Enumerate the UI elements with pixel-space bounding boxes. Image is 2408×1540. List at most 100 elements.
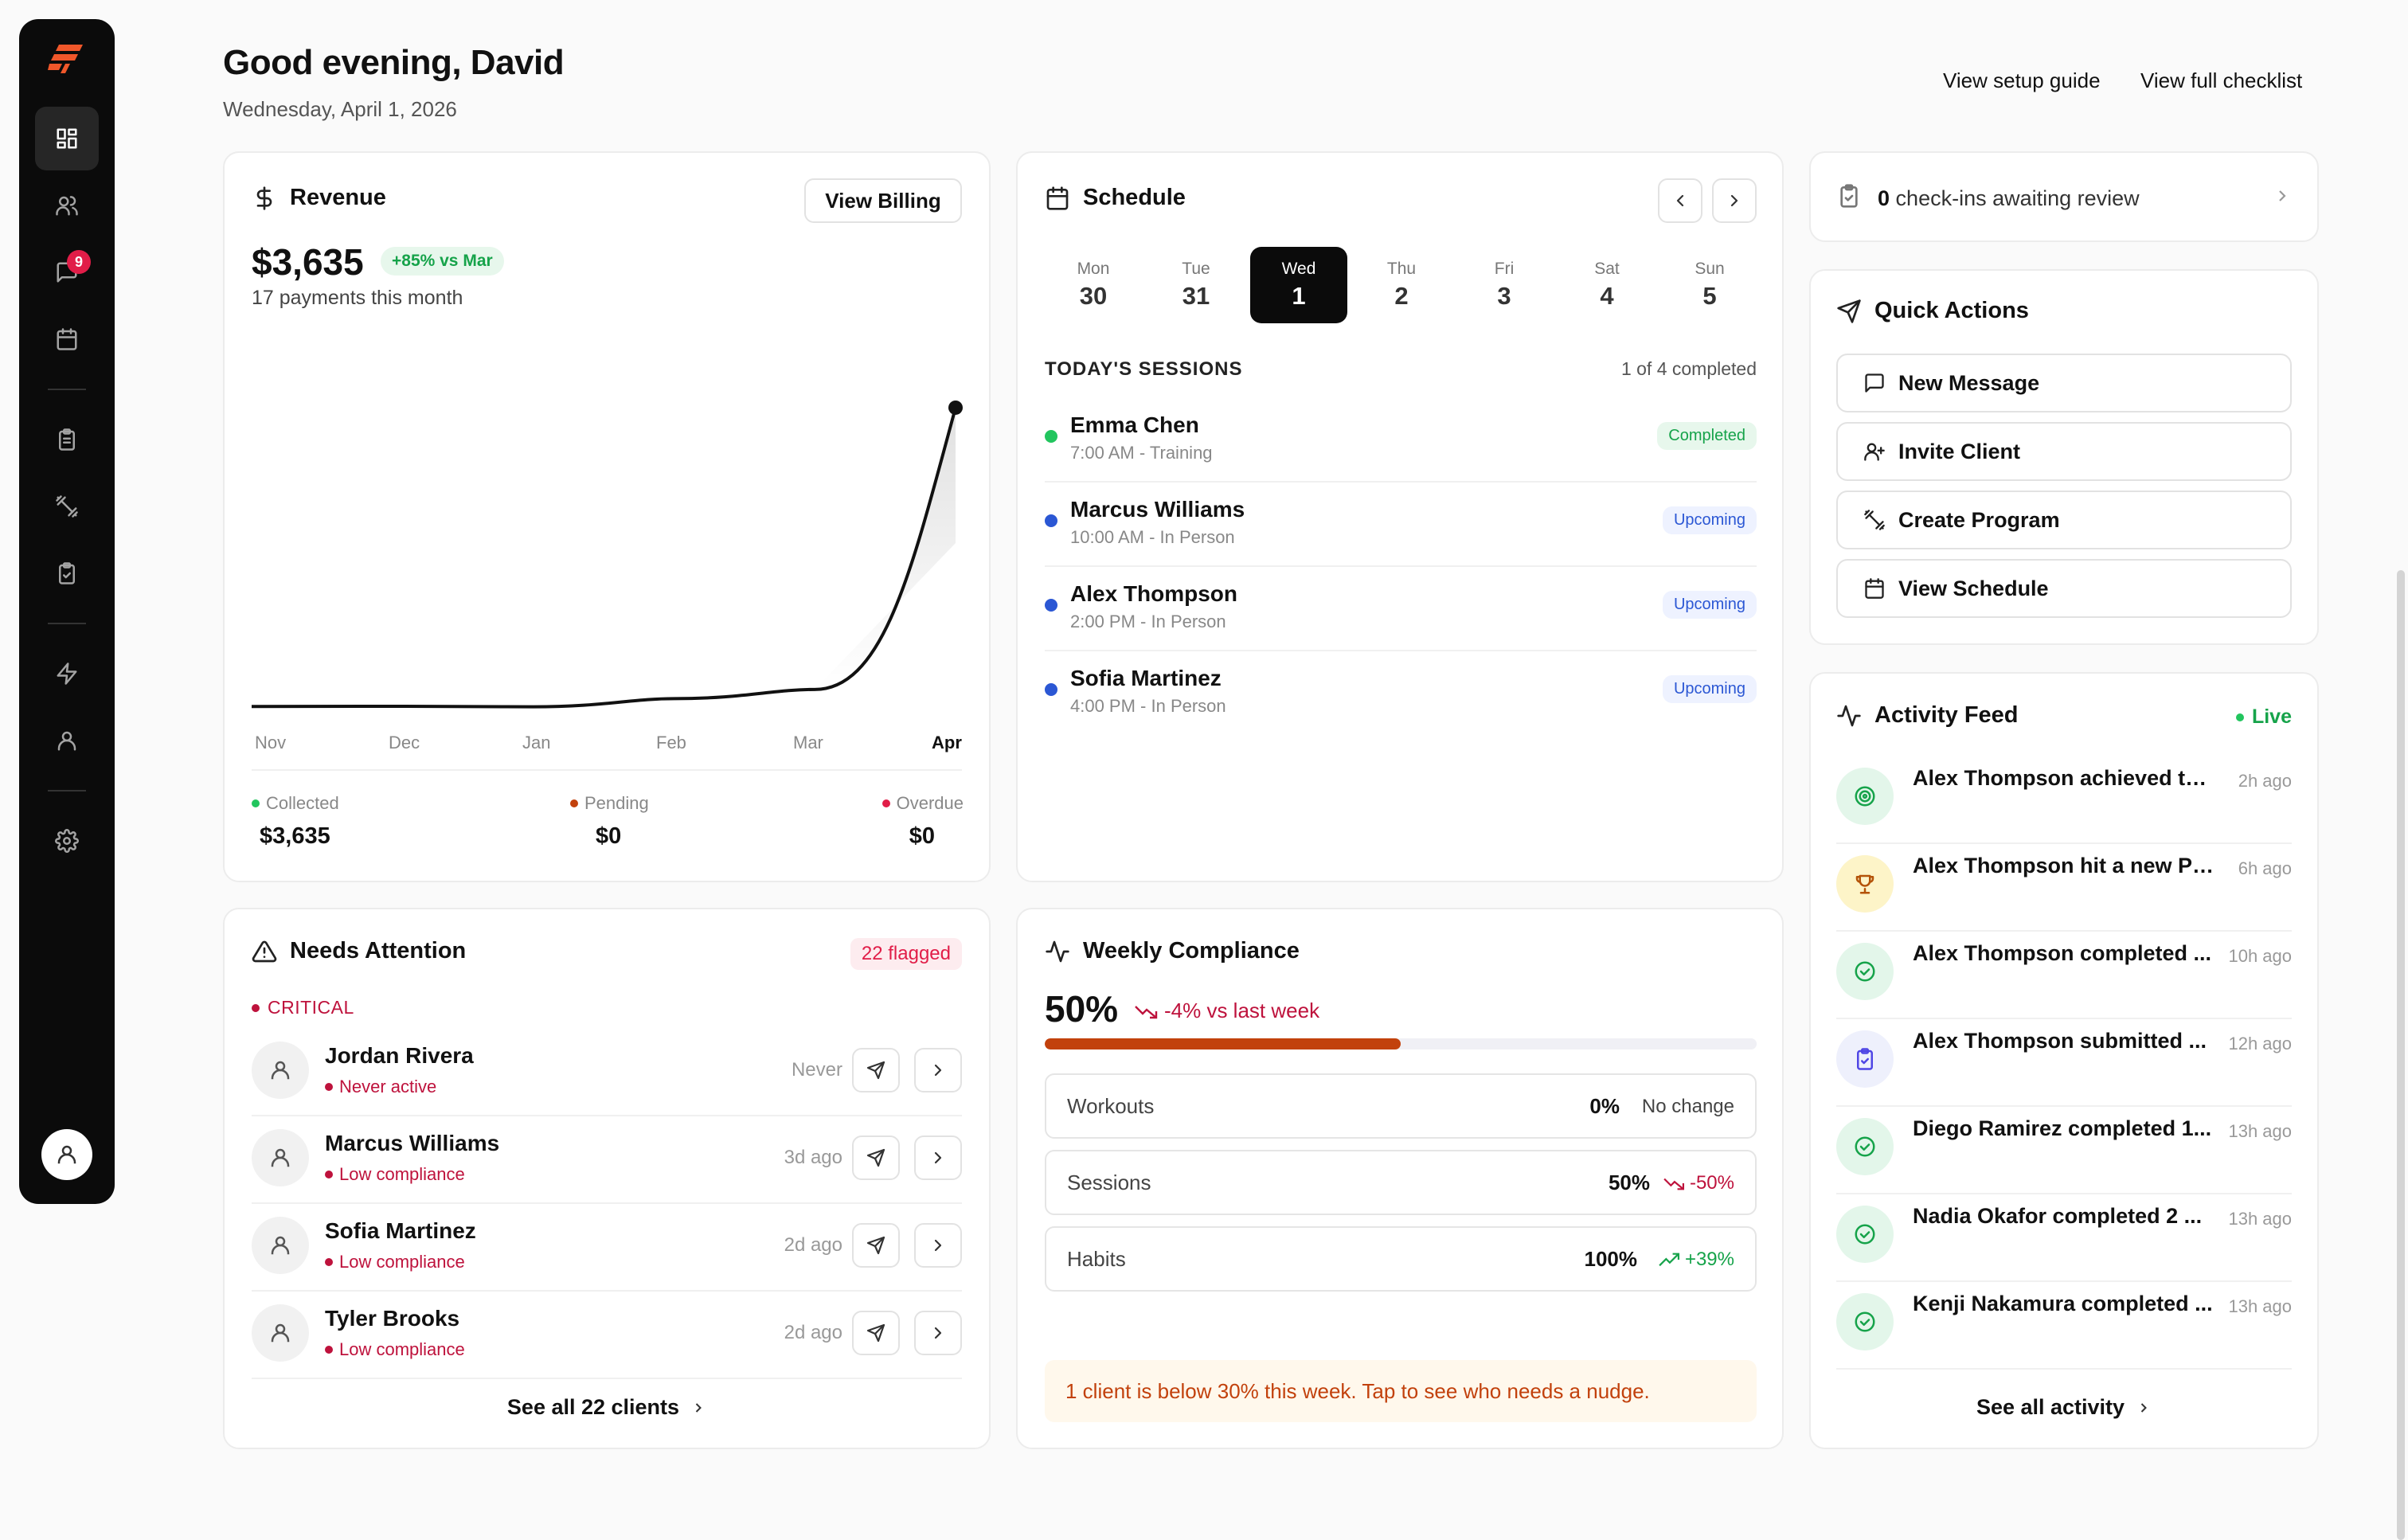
checkins-text: 0 check-ins awaiting review xyxy=(1878,186,2140,210)
schedule-title: Schedule xyxy=(1083,185,1186,210)
nav-automations[interactable] xyxy=(35,642,99,706)
session-row[interactable]: Marcus Williams 10:00 AM - In Person Upcom… xyxy=(1045,483,1757,567)
invite-client-button[interactable]: Invite Client xyxy=(1836,422,2292,481)
session-row[interactable]: Emma Chen 7:00 AM - Training Completed xyxy=(1045,398,1757,483)
activity-item[interactable]: Kenji Nakamura completed ... 13h ago xyxy=(1836,1282,2292,1370)
day-wed[interactable]: Wed 1 xyxy=(1250,247,1347,323)
view-schedule-button[interactable]: View Schedule xyxy=(1836,559,2292,618)
day-thu[interactable]: Thu 2 xyxy=(1353,247,1450,323)
x-tick-label: Nov xyxy=(255,733,287,752)
client-last-active: 2d ago xyxy=(784,1322,842,1343)
activity-item[interactable]: Alex Thompson completed ... 10h ago xyxy=(1836,932,2292,1019)
compliance-row-label: Sessions xyxy=(1067,1171,1151,1194)
chevron-right-icon xyxy=(934,1064,942,1077)
nav-team[interactable] xyxy=(35,709,99,772)
nav-checkins[interactable] xyxy=(35,408,99,471)
compliance-row-label: Workouts xyxy=(1067,1094,1155,1118)
session-status-dot xyxy=(1045,514,1057,527)
nav-calendar[interactable] xyxy=(35,307,99,371)
activity-text: Kenji Nakamura completed ... xyxy=(1913,1292,2213,1315)
session-row[interactable]: Sofia Martinez 4:00 PM - In Person Upcomin… xyxy=(1045,651,1757,736)
new-message-button[interactable]: New Message xyxy=(1836,354,2292,412)
attention-client-row[interactable]: Jordan Rivera Never active Never xyxy=(252,1029,962,1116)
send-nudge-button[interactable] xyxy=(852,1223,900,1268)
nav-messages[interactable]: 9 xyxy=(35,240,99,304)
client-name: Marcus Williams xyxy=(325,1131,500,1155)
open-client-button[interactable] xyxy=(914,1048,962,1092)
compliance-value: 50% xyxy=(1045,988,1119,1030)
attention-client-row[interactable]: Tyler Brooks Low compliance 2d ago xyxy=(252,1292,962,1379)
attention-client-row[interactable]: Sofia Martinez Low compliance 2d ago xyxy=(252,1204,962,1292)
day-sat[interactable]: Sat 4 xyxy=(1558,247,1656,323)
create-program-button[interactable]: Create Program xyxy=(1836,491,2292,549)
revenue-card: Revenue View Billing $3,635 +85% vs Mar … xyxy=(223,151,991,882)
activity-icon xyxy=(1836,1293,1894,1350)
day-fri[interactable]: Fri 3 xyxy=(1456,247,1553,323)
compliance-nudge-banner[interactable]: 1 client is below 30% this week. Tap to … xyxy=(1045,1360,1757,1422)
nav-tasks[interactable] xyxy=(35,541,99,605)
schedule-next-button[interactable] xyxy=(1712,178,1757,223)
session-time: 7:00 AM - Training xyxy=(1070,443,1213,463)
quick-actions-header: Quick Actions xyxy=(1836,298,2029,324)
chevron-right-icon xyxy=(934,1327,942,1339)
activity-title: Activity Feed xyxy=(1874,702,2019,728)
session-time: 10:00 AM - In Person xyxy=(1070,527,1235,547)
compliance-row-change: -50% xyxy=(1663,1172,1734,1194)
open-client-button[interactable] xyxy=(914,1311,962,1355)
activity-time: 6h ago xyxy=(2238,858,2292,878)
see-all-activity-link[interactable]: See all activity xyxy=(1811,1395,2317,1420)
page-title: Good evening, David xyxy=(223,43,565,82)
view-billing-button[interactable]: View Billing xyxy=(804,178,962,223)
overdue-dot xyxy=(882,799,890,807)
chevron-right-icon xyxy=(2279,190,2286,201)
open-client-button[interactable] xyxy=(914,1223,962,1268)
activity-item[interactable]: Alex Thompson achieved th... 2h ago xyxy=(1836,756,2292,844)
day-tue[interactable]: Tue 31 xyxy=(1147,247,1245,323)
compliance-row-change: +39% xyxy=(1658,1249,1734,1271)
client-name: Sofia Martinez xyxy=(325,1218,476,1243)
trend-down-icon xyxy=(1135,1005,1158,1018)
day-mon[interactable]: Mon 30 xyxy=(1045,247,1142,323)
activity-item[interactable]: Diego Ramirez completed 1... 13h ago xyxy=(1836,1107,2292,1194)
checkins-card[interactable]: 0 check-ins awaiting review xyxy=(1809,151,2319,242)
page-scrollbar[interactable] xyxy=(2397,570,2405,1540)
session-client-name: Emma Chen xyxy=(1070,412,1199,437)
client-last-active: 2d ago xyxy=(784,1234,842,1256)
compliance-row-change: No change xyxy=(1641,1096,1734,1117)
session-row[interactable]: Alex Thompson 2:00 PM - In Person Upcoming xyxy=(1045,567,1757,651)
full-checklist-link[interactable]: View full checklist xyxy=(2140,68,2303,92)
day-sun[interactable]: Sun 5 xyxy=(1661,247,1758,323)
user-avatar-button[interactable] xyxy=(41,1129,92,1180)
trend-down-icon xyxy=(1663,1178,1684,1190)
nav-dashboard[interactable] xyxy=(35,107,99,170)
activity-item[interactable]: Alex Thompson hit a new PR... 6h ago xyxy=(1836,844,2292,932)
nav-settings[interactable] xyxy=(35,809,99,873)
compliance-row-workouts: Workouts 0% No change xyxy=(1045,1073,1757,1139)
send-icon xyxy=(866,1148,885,1167)
activity-item[interactable]: Nadia Okafor completed 2 ... 13h ago xyxy=(1836,1194,2292,1282)
attention-client-row[interactable]: Marcus Williams Low compliance 3d ago xyxy=(252,1116,962,1204)
user-plus-icon xyxy=(1864,443,1885,461)
client-avatar xyxy=(252,1042,309,1099)
calendar-icon xyxy=(57,328,77,350)
nav-programs[interactable] xyxy=(35,475,99,538)
compliance-row-value: 0% xyxy=(1589,1094,1620,1118)
setup-guide-link[interactable]: View setup guide xyxy=(1943,68,2101,92)
day-name: Mon xyxy=(1077,260,1110,278)
activity-icon xyxy=(1836,1118,1894,1175)
calendar-icon xyxy=(1046,186,1069,210)
check-circle-icon xyxy=(1855,1224,1875,1245)
send-nudge-button[interactable] xyxy=(852,1048,900,1092)
schedule-header: Schedule xyxy=(1045,185,1186,211)
activity-text: Nadia Okafor completed 2 ... xyxy=(1913,1204,2203,1228)
schedule-prev-button[interactable] xyxy=(1658,178,1702,223)
send-nudge-button[interactable] xyxy=(852,1135,900,1180)
day-number: 5 xyxy=(1702,282,1717,310)
activity-text: Alex Thompson completed ... xyxy=(1913,941,2212,965)
send-nudge-button[interactable] xyxy=(852,1311,900,1355)
activity-item[interactable]: Alex Thompson submitted ... 12h ago xyxy=(1836,1019,2292,1107)
nav-clients[interactable] xyxy=(35,174,99,237)
quick-actions-title: Quick Actions xyxy=(1874,298,2029,323)
see-all-clients-link[interactable]: See all 22 clients xyxy=(225,1395,989,1420)
open-client-button[interactable] xyxy=(914,1135,962,1180)
